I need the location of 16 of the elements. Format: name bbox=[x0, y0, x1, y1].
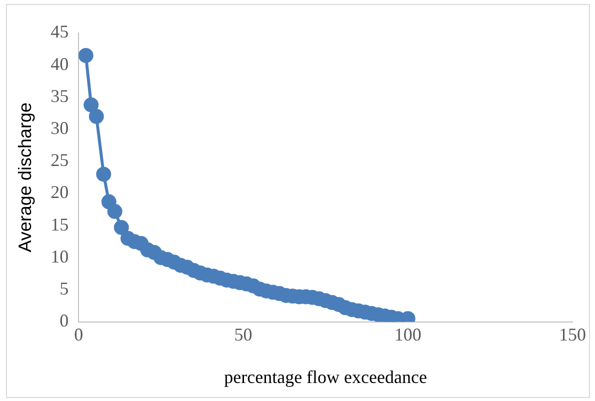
y-tick-label: 15 bbox=[50, 214, 69, 234]
y-tick-label: 20 bbox=[50, 182, 69, 202]
y-tick-label: 0 bbox=[60, 310, 69, 331]
y-tick-label: 5 bbox=[60, 278, 69, 298]
y-tick-label: 45 bbox=[50, 22, 69, 42]
y-tick-label: 40 bbox=[50, 54, 69, 74]
y-tick-label: 10 bbox=[50, 246, 69, 266]
x-tick-label: 150 bbox=[559, 324, 586, 344]
x-tick-label: 50 bbox=[234, 324, 252, 344]
x-axis-title: percentage flow exceedance bbox=[224, 366, 427, 387]
y-tick-label: 35 bbox=[50, 86, 69, 106]
y-axis-title: Average discharge bbox=[14, 102, 35, 252]
y-tick-label: 25 bbox=[50, 150, 69, 170]
y-tick-label: 30 bbox=[50, 118, 69, 138]
x-tick-label: 0 bbox=[74, 324, 84, 344]
x-tick-label: 100 bbox=[394, 324, 422, 344]
